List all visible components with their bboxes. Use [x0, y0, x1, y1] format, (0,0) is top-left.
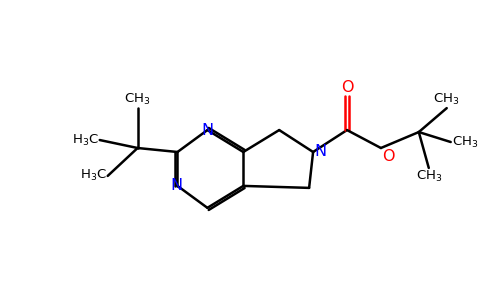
Text: N: N [314, 145, 326, 160]
Text: CH$_3$: CH$_3$ [124, 92, 151, 107]
Text: O: O [382, 149, 394, 164]
Text: CH$_3$: CH$_3$ [416, 169, 442, 184]
Text: N: N [201, 123, 213, 138]
Text: CH$_3$: CH$_3$ [452, 134, 478, 150]
Text: H$_3$C: H$_3$C [72, 133, 99, 148]
Text: N: N [170, 178, 182, 194]
Text: CH$_3$: CH$_3$ [434, 92, 460, 107]
Text: H$_3$C: H$_3$C [80, 168, 106, 184]
Text: O: O [341, 80, 353, 95]
